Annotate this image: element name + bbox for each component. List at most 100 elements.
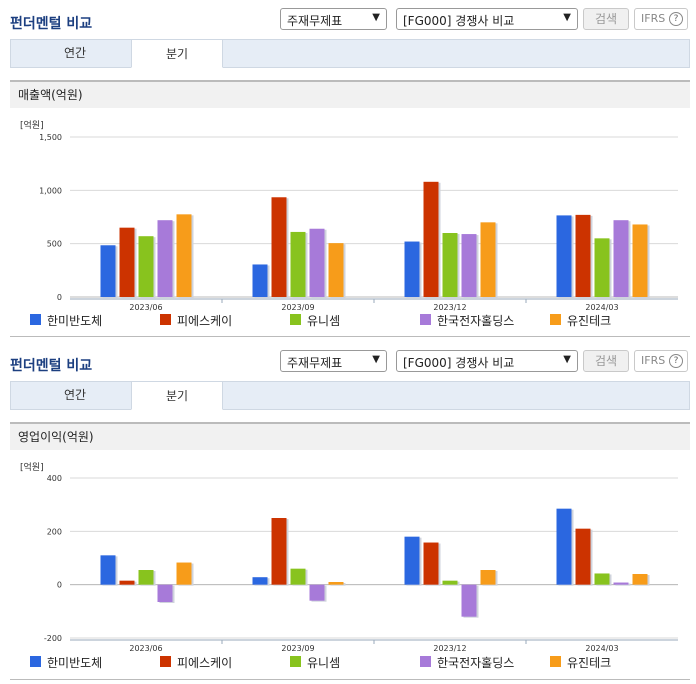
bar xyxy=(632,224,648,297)
bar xyxy=(613,582,629,585)
bar xyxy=(575,214,591,297)
bar xyxy=(100,245,116,297)
tab-quarterly[interactable]: 분기 xyxy=(131,39,223,68)
legend-label: 피에스케이 xyxy=(177,314,233,328)
ifrs-label: IFRS xyxy=(641,12,666,25)
bar xyxy=(404,536,420,585)
search-button[interactable]: 검색 xyxy=(583,350,629,372)
legend-swatch xyxy=(30,314,41,325)
peer-group-select[interactable]: [FG000] 경쟁사 비교 ▼ xyxy=(396,350,578,372)
y-tick-label: -200 xyxy=(44,634,62,643)
legend-label: 한미반도체 xyxy=(47,314,103,328)
help-icon: ? xyxy=(669,12,683,26)
bar xyxy=(290,568,306,585)
peer-group-select-value: [FG000] 경쟁사 비교 xyxy=(403,14,515,28)
y-tick-label: 200 xyxy=(47,527,62,536)
x-tick-label: 2024/03 xyxy=(585,303,618,312)
bar xyxy=(309,584,325,601)
bar xyxy=(594,573,610,585)
bar xyxy=(252,264,268,297)
legend-label: 유니셈 xyxy=(307,314,341,328)
peer-group-select-value: [FG000] 경쟁사 비교 xyxy=(403,356,515,370)
divider xyxy=(10,679,690,680)
x-tick-label: 2024/03 xyxy=(585,644,618,653)
tab-annual[interactable]: 연간 xyxy=(63,388,87,402)
legend-swatch xyxy=(160,656,171,667)
statement-select-value: 주재무제표 xyxy=(287,14,343,28)
legend-swatch xyxy=(420,314,431,325)
bar xyxy=(442,233,458,297)
period-tabs: 연간 분기 xyxy=(10,39,690,68)
bar xyxy=(480,570,496,585)
bar xyxy=(423,542,439,585)
statement-select[interactable]: 주재무제표 ▼ xyxy=(280,350,387,372)
bar xyxy=(157,220,173,297)
operating-profit-bar-chart: -200 0 200 400 2023/06 2023/09 2023/12 2024/03 xyxy=(44,474,678,653)
y-tick-label: 0 xyxy=(57,293,62,302)
x-tick-label: 2023/12 xyxy=(433,303,466,312)
chart-legend: 한미반도체 피에스케이 유니셈 한국전자홀딩스 유진테크 xyxy=(30,654,670,670)
fundamental-panel-operating-profit: 펀더멘털 비교 주재무제표 ▼ [FG000] 경쟁사 비교 ▼ 검색 IFRS… xyxy=(0,342,696,684)
ifrs-help-button[interactable]: IFRS ? xyxy=(634,8,688,30)
legend-label: 한국전자홀딩스 xyxy=(437,314,515,328)
bar xyxy=(632,574,648,585)
search-button[interactable]: 검색 xyxy=(583,8,629,30)
y-tick-label: 500 xyxy=(47,240,62,249)
legend-label: 유니셈 xyxy=(307,656,341,670)
bar xyxy=(176,214,192,297)
bar xyxy=(252,577,268,585)
legend-label: 한미반도체 xyxy=(47,656,103,670)
chevron-down-icon: ▼ xyxy=(563,12,571,23)
bar xyxy=(157,584,173,602)
chevron-down-icon: ▼ xyxy=(563,354,571,365)
ifrs-help-button[interactable]: IFRS ? xyxy=(634,350,688,372)
bar xyxy=(328,243,344,297)
legend-swatch xyxy=(290,314,301,325)
bar xyxy=(613,220,629,297)
ifrs-label: IFRS xyxy=(641,354,666,367)
period-tabs: 연간 분기 xyxy=(10,381,690,410)
bar xyxy=(176,562,192,585)
bar xyxy=(556,508,572,585)
y-tick-label: 400 xyxy=(47,474,62,483)
legend-swatch xyxy=(550,656,561,667)
statement-select[interactable]: 주재무제표 ▼ xyxy=(280,8,387,30)
x-tick-label: 2023/09 xyxy=(281,303,314,312)
bar xyxy=(575,528,591,585)
legend-swatch xyxy=(160,314,171,325)
peer-group-select[interactable]: [FG000] 경쟁사 비교 ▼ xyxy=(396,8,578,30)
panel-title: 펀더멘털 비교 xyxy=(10,358,93,374)
y-tick-label: 0 xyxy=(57,581,62,590)
divider xyxy=(10,336,690,337)
legend-swatch xyxy=(30,656,41,667)
help-icon: ? xyxy=(669,354,683,368)
bar xyxy=(290,231,306,297)
panel-title: 펀더멘털 비교 xyxy=(10,16,93,32)
revenue-bar-chart: 0 500 1,000 1,500 2023/06 2023/09 2023/12 2024/… xyxy=(39,133,678,312)
bar xyxy=(404,241,420,297)
tab-quarterly[interactable]: 분기 xyxy=(131,381,223,410)
metric-header: 매출액(억원) xyxy=(10,80,690,108)
legend-label: 한국전자홀딩스 xyxy=(437,656,515,670)
tab-annual[interactable]: 연간 xyxy=(63,46,87,60)
bar xyxy=(328,582,344,585)
x-tick-label: 2023/06 xyxy=(129,644,162,653)
legend-label: 유진테크 xyxy=(567,656,612,670)
x-tick-label: 2023/12 xyxy=(433,644,466,653)
chart-legend: 한미반도체 피에스케이 유니셈 한국전자홀딩스 유진테크 xyxy=(30,312,670,328)
y-tick-label: 1,000 xyxy=(39,186,62,195)
bar xyxy=(271,197,287,297)
bar xyxy=(480,222,496,297)
bar xyxy=(138,236,154,297)
fundamental-panel-revenue: 펀더멘털 비교 주재무제표 ▼ [FG000] 경쟁사 비교 ▼ 검색 IFRS… xyxy=(0,0,696,340)
bar xyxy=(461,234,477,297)
bar xyxy=(461,584,477,617)
bar xyxy=(138,570,154,585)
legend-swatch xyxy=(420,656,431,667)
legend-swatch xyxy=(550,314,561,325)
bar xyxy=(119,580,135,585)
bar xyxy=(271,518,287,585)
bar xyxy=(423,181,439,297)
bar xyxy=(556,215,572,297)
y-axis-unit: [억원] xyxy=(20,121,44,131)
